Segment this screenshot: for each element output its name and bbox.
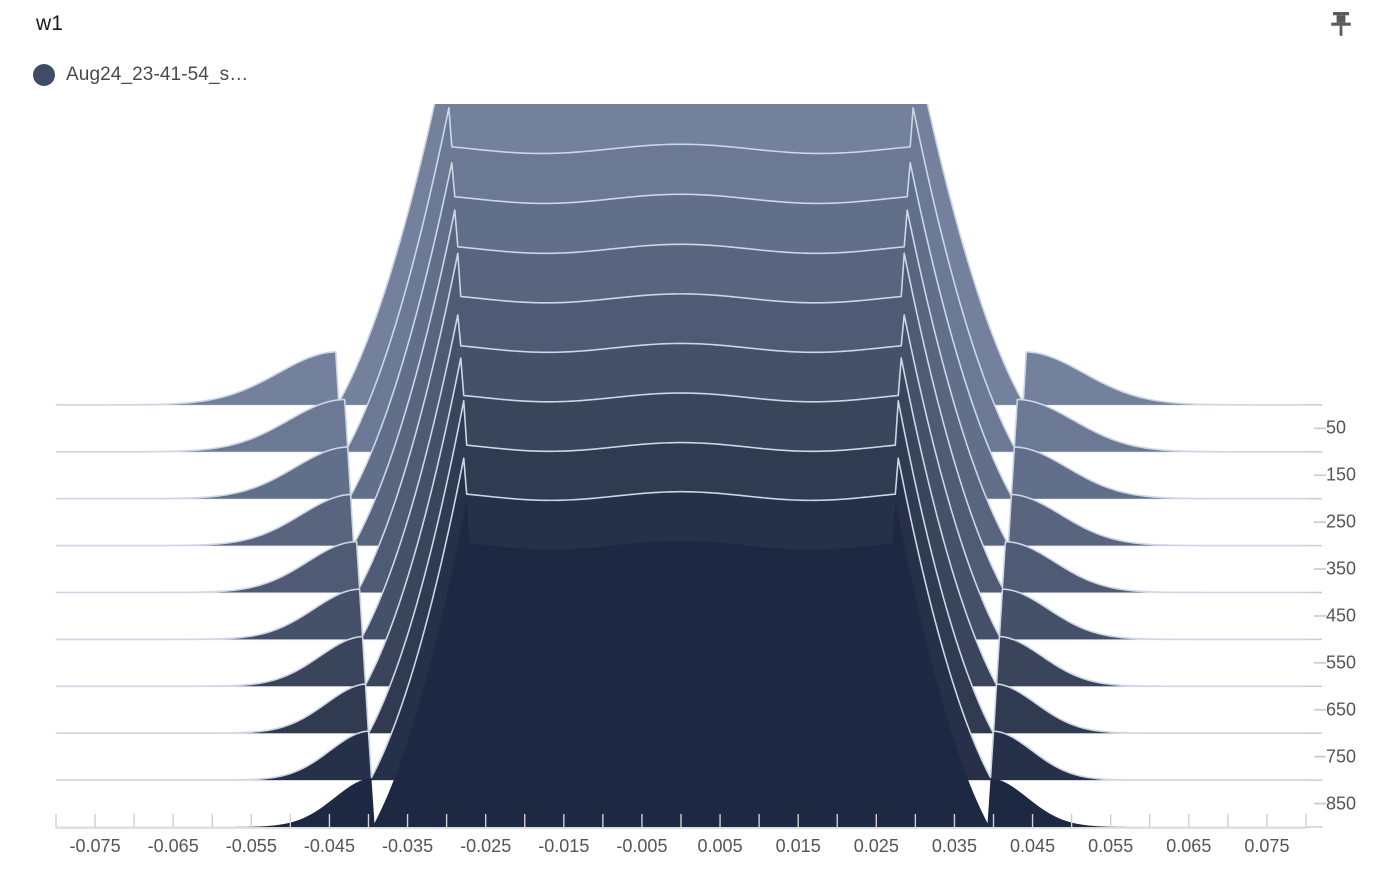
x-axis-tick-label: -0.075 (69, 836, 121, 856)
x-axis: -0.075 -0.065 -0.055 -0.045 -0.035 -0.025 -0.0… (0, 836, 1398, 870)
legend[interactable]: Aug24_23-41-54_s… (33, 64, 248, 86)
x-axis-tick-label: 0.035 (931, 836, 977, 856)
x-axis-tick-label: -0.005 (616, 836, 668, 856)
x-axis-tickmarks (55, 814, 1307, 829)
y-axis-tick-label: 350 (1326, 558, 1357, 579)
ridge-series-group (56, 104, 1306, 827)
x-axis-tick-label: -0.065 (147, 836, 199, 856)
x-axis-tick-label: 0.025 (853, 836, 899, 856)
x-axis-tick-label: 0.075 (1244, 836, 1290, 856)
pin-panel-button[interactable] (1324, 6, 1358, 42)
y-axis-tick-label: 650 (1326, 699, 1357, 720)
ridge-outline (56, 252, 1306, 594)
ridge-outline (56, 400, 1306, 734)
x-axis-tick-label: -0.015 (538, 836, 590, 856)
x-axis-tick-label: 0.045 (1010, 836, 1056, 856)
ridge-outline (56, 314, 1306, 641)
y-axis: 50 150 250 350 450 550 650 750 850 (1320, 104, 1398, 830)
ridge-outline (56, 107, 1306, 453)
x-axis-tick-label: 0.005 (697, 836, 743, 856)
pushpin-icon (1328, 10, 1354, 38)
x-axis-tick-label: -0.035 (382, 836, 434, 856)
x-axis-tick-label: -0.045 (303, 836, 355, 856)
y-axis-tick-label: 250 (1326, 511, 1357, 532)
x-axis-tick-label: -0.025 (460, 836, 512, 856)
page-title: w1 (36, 12, 64, 35)
x-axis-tick-label: -0.055 (225, 836, 277, 856)
y-axis-tick-label: 750 (1326, 746, 1357, 767)
ridge-outline (56, 457, 1306, 781)
y-axis-tick-label: 850 (1326, 793, 1357, 814)
y-axis-tick-label: 550 (1326, 652, 1357, 673)
x-axis-tick-label: 0.015 (775, 836, 821, 856)
y-axis-tick-label: 150 (1326, 464, 1357, 485)
legend-item-label: Aug24_23-41-54_s… (66, 64, 249, 85)
y-axis-tickmarks (1306, 404, 1326, 828)
ridge-outline (56, 161, 1306, 500)
ridge-area (56, 500, 1306, 827)
legend-color-swatch (33, 64, 55, 86)
ridge-outline (56, 357, 1306, 688)
ridge-outline (56, 209, 1306, 547)
x-axis-tick-label: 0.065 (1166, 836, 1212, 856)
ridgeline-svg (55, 104, 1326, 829)
y-axis-tick-label: 450 (1326, 605, 1357, 626)
ridgeline-plot[interactable] (0, 104, 1398, 830)
x-axis-tick-label: 0.055 (1088, 836, 1134, 856)
y-axis-tick-label: 50 (1326, 417, 1347, 438)
ridge-outline (56, 104, 1306, 406)
